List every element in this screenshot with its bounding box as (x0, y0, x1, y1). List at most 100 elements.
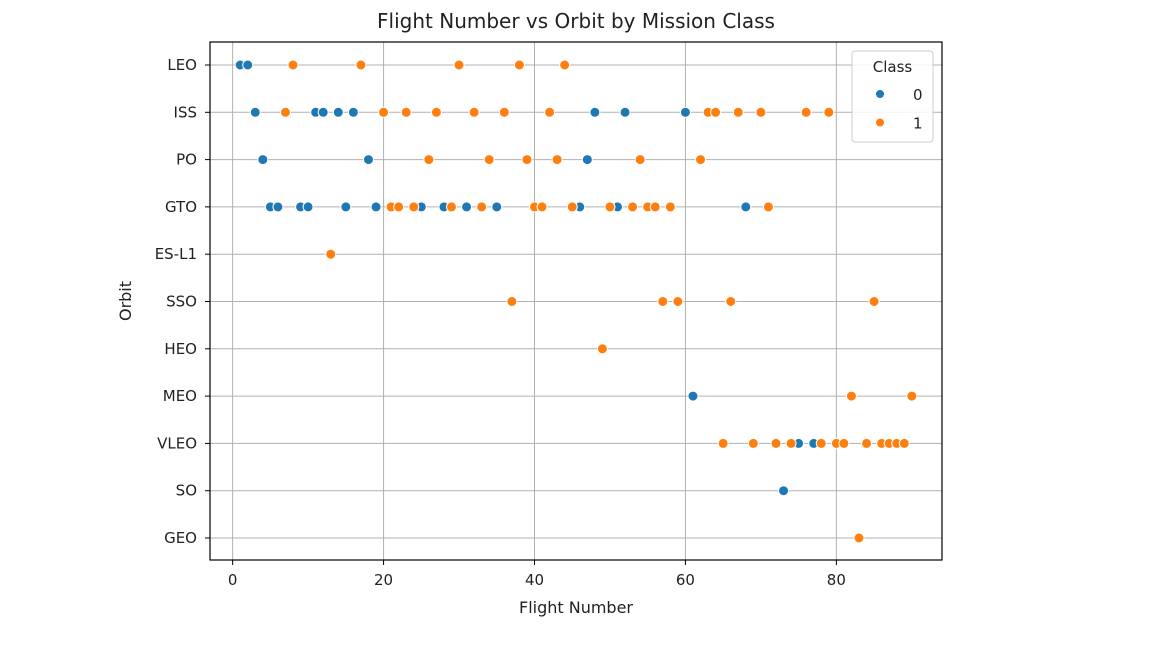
data-point (815, 437, 827, 449)
data-point (393, 201, 405, 213)
data-point (506, 296, 518, 307)
legend-marker (875, 89, 885, 99)
data-point (596, 343, 608, 355)
data-point (732, 106, 744, 118)
data-point (755, 106, 767, 118)
y-tick-label: SSO (166, 293, 197, 311)
data-point (513, 59, 525, 71)
data-point (544, 106, 556, 118)
data-point (249, 106, 261, 118)
data-point (861, 437, 873, 449)
data-point (461, 201, 473, 213)
data-point (362, 154, 374, 166)
data-point (536, 201, 548, 213)
data-point (566, 201, 578, 213)
legend-label: 1 (913, 115, 923, 133)
data-point (347, 106, 359, 118)
y-tick-label: LEO (167, 56, 197, 74)
data-point (845, 390, 857, 402)
data-point (476, 201, 488, 213)
data-point (453, 59, 465, 71)
y-tick-label: VLEO (157, 434, 197, 452)
points-layer (234, 59, 918, 544)
data-point (672, 296, 684, 307)
data-point (906, 390, 918, 402)
data-point (634, 154, 646, 166)
data-point (679, 106, 691, 118)
data-point (762, 201, 774, 213)
x-tick-label: 80 (827, 571, 846, 589)
legend-box (851, 50, 934, 143)
x-tick-label: 60 (676, 571, 695, 589)
data-point (430, 106, 442, 118)
data-point (423, 154, 435, 166)
data-point (408, 201, 420, 213)
data-point (619, 106, 631, 118)
data-point (325, 248, 337, 260)
data-point (853, 532, 865, 544)
x-axis-label: Flight Number (519, 598, 633, 617)
y-axis-label: Orbit (116, 281, 135, 321)
y-tick-label: MEO (163, 387, 197, 405)
data-point (740, 201, 752, 213)
data-point (483, 154, 495, 166)
data-point (340, 201, 352, 213)
data-point (695, 154, 707, 166)
data-point (800, 106, 812, 118)
data-point (649, 201, 661, 213)
y-tick-label: ES-L1 (155, 245, 197, 263)
data-point (332, 106, 344, 118)
data-point (725, 296, 737, 307)
data-point (400, 106, 412, 118)
data-point (898, 437, 910, 449)
data-point (657, 296, 669, 307)
x-tick-label: 20 (374, 571, 393, 589)
y-tick-label: GTO (165, 198, 197, 216)
x-tick-label: 0 (228, 571, 238, 589)
x-tick-label: 40 (525, 571, 544, 589)
data-point (868, 296, 880, 307)
data-point (257, 154, 269, 166)
data-point (242, 59, 254, 71)
x-axis: 0 20 40 60 80 (228, 560, 846, 589)
data-point (581, 154, 593, 166)
data-point (604, 201, 616, 213)
data-point (770, 437, 782, 449)
data-point (287, 59, 299, 71)
data-point (627, 201, 639, 213)
data-point (710, 106, 722, 118)
data-point (491, 201, 503, 213)
legend-title: Class (873, 58, 913, 76)
y-tick-label: GEO (164, 529, 197, 547)
data-point (785, 437, 797, 449)
data-point (445, 201, 457, 213)
data-point (468, 106, 480, 118)
y-tick-label: ISS (174, 103, 197, 121)
data-point (717, 437, 729, 449)
chart-title: Flight Number vs Orbit by Mission Class (377, 9, 775, 33)
legend-marker (875, 117, 885, 128)
data-point (747, 437, 759, 449)
data-point (778, 485, 790, 497)
data-point (687, 390, 699, 402)
data-point (355, 59, 367, 71)
data-point (521, 154, 533, 166)
y-tick-label: HEO (164, 340, 197, 358)
data-point (317, 106, 329, 118)
data-point (551, 154, 563, 166)
data-point (378, 106, 390, 118)
legend-label: 0 (913, 86, 923, 104)
data-point (823, 106, 835, 118)
data-point (589, 106, 601, 118)
data-point (559, 59, 571, 71)
grid-layer (210, 42, 942, 560)
data-point (272, 201, 284, 213)
data-point (498, 106, 510, 118)
y-tick-label: SO (176, 482, 197, 500)
y-axis: LEO ISS PO GTO ES-L1 SSO HEO MEO VLEO SO GEO (155, 56, 210, 547)
data-point (664, 201, 676, 213)
data-point (279, 106, 291, 118)
